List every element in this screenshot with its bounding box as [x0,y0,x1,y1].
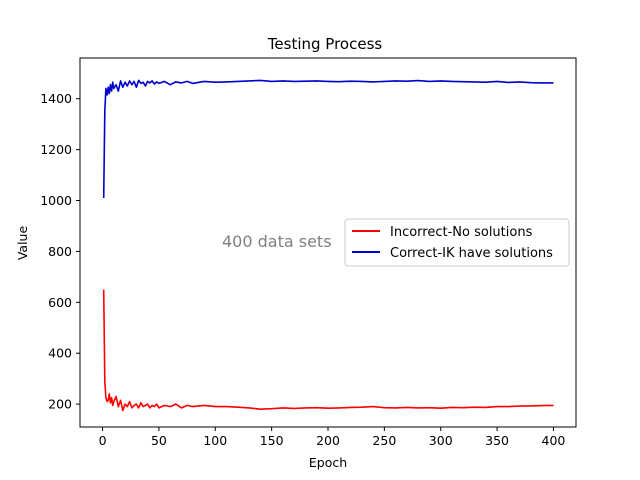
series-line-0 [102,289,554,412]
chart-title: Testing Process [267,35,383,53]
legend-box [344,218,570,267]
legend-label-incorrect: Incorrect-No solutions [390,225,533,240]
x-tick-label: 150 [260,433,284,448]
y-axis: 200 400 600 800 1000 1200 1400 [40,91,80,412]
y-tick-label: 800 [48,244,72,259]
annotation-text: 400 data sets [222,232,332,251]
y-tick-label: 1200 [40,142,72,157]
y-tick-label: 400 [48,346,72,361]
series-line-1 [102,79,554,199]
y-tick-label: 600 [48,295,72,310]
y-tick-label: 1000 [40,193,72,208]
x-tick-label: 0 [99,433,107,448]
x-tick-label: 250 [372,433,396,448]
x-tick-label: 100 [203,433,227,448]
x-axis-label: Epoch [309,455,347,470]
series-group [102,79,554,412]
y-tick-label: 200 [48,397,72,412]
x-tick-label: 50 [151,433,167,448]
legend: Incorrect-No solutions Correct-IK have s… [344,218,570,267]
y-tick-label: 1400 [40,91,72,106]
x-tick-label: 350 [485,433,509,448]
x-axis: 0 50 100 150 200 250 300 350 400 [99,427,566,448]
legend-label-correct: Correct-IK have solutions [390,246,553,261]
x-tick-label: 300 [429,433,453,448]
y-axis-label: Value [15,226,30,261]
x-tick-label: 200 [316,433,340,448]
x-tick-label: 400 [542,433,566,448]
